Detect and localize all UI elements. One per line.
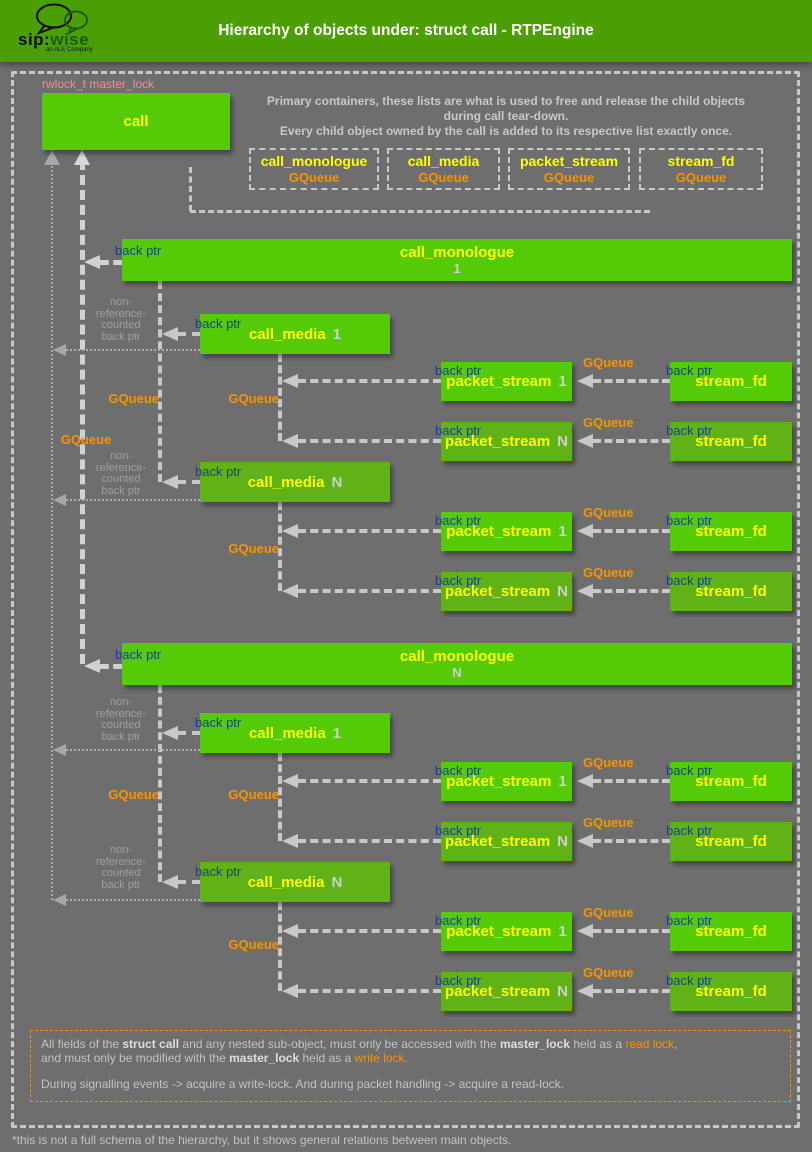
app-header: sip:wise an ALE Company Hierarchy of obj… bbox=[0, 0, 812, 62]
note-text-segment: , bbox=[674, 1037, 678, 1051]
note-text-segment: and any nested sub-object, must only be … bbox=[179, 1037, 500, 1051]
logo-tagline: an ALE Company bbox=[46, 47, 93, 53]
note-line-1: All fields of the struct call and any ne… bbox=[41, 1037, 780, 1052]
container-type: GQueue bbox=[543, 170, 595, 185]
master-lock-label: rwlock_t master_lock bbox=[42, 77, 155, 91]
note-text-segment: struct call bbox=[122, 1037, 180, 1051]
container-call-monologue: call_monologue GQueue bbox=[249, 148, 379, 190]
container-name: stream_fd bbox=[667, 153, 735, 169]
speech-bubbles-icon bbox=[36, 3, 88, 36]
primary-note-line: Primary containers, these lists are what… bbox=[266, 94, 746, 108]
note-text-segment: master_lock bbox=[229, 1050, 300, 1065]
note-line-2: and must only be modified with the maste… bbox=[41, 1050, 780, 1066]
primary-note-line: Every child object owned by the call is … bbox=[279, 124, 733, 138]
container-type: GQueue bbox=[288, 170, 340, 185]
primary-note-line: during call tear-down. bbox=[443, 109, 569, 123]
container-name: call_monologue bbox=[260, 153, 368, 169]
primary-containers-note: Primary containers, these lists are what… bbox=[246, 94, 766, 139]
note-text-segment: and must only be modified with the bbox=[41, 1050, 230, 1065]
note-text-segment: write lock bbox=[354, 1050, 405, 1065]
logo-wordmark: sip:wise bbox=[18, 30, 89, 50]
sipwise-logo: sip:wise an ALE Company bbox=[18, 2, 108, 60]
container-type: GQueue bbox=[418, 170, 469, 185]
note-text-segment: read lock bbox=[625, 1037, 675, 1051]
container-call-media: call_media GQueue bbox=[387, 148, 500, 190]
locking-note: All fields of the struct call and any ne… bbox=[30, 1030, 791, 1102]
note-line-3: During signalling events -> acquire a wr… bbox=[41, 1077, 564, 1091]
logo-sip-text: sip: bbox=[18, 30, 51, 49]
call-box-label: call bbox=[123, 113, 149, 130]
note-text-segment: held as a bbox=[569, 1037, 626, 1051]
footnote: *this is not a full schema of the hierar… bbox=[12, 1133, 512, 1147]
note-text-segment: All fields of the bbox=[41, 1037, 123, 1051]
diagram-frame bbox=[11, 71, 800, 1128]
container-stream-fd: stream_fd GQueue bbox=[639, 148, 763, 190]
page-title: Hierarchy of objects under: struct call … bbox=[218, 22, 594, 39]
container-packet-stream: packet_stream GQueue bbox=[508, 148, 630, 190]
note-text-segment: held as a bbox=[299, 1050, 355, 1065]
logo-wise-text: wise bbox=[50, 30, 90, 49]
container-name: packet_stream bbox=[519, 153, 619, 169]
container-name: call_media bbox=[407, 153, 480, 169]
call-box: call bbox=[42, 93, 230, 150]
note-text-segment: . bbox=[404, 1050, 408, 1065]
note-text-segment: master_lock bbox=[499, 1037, 570, 1051]
container-type: GQueue bbox=[675, 170, 727, 185]
